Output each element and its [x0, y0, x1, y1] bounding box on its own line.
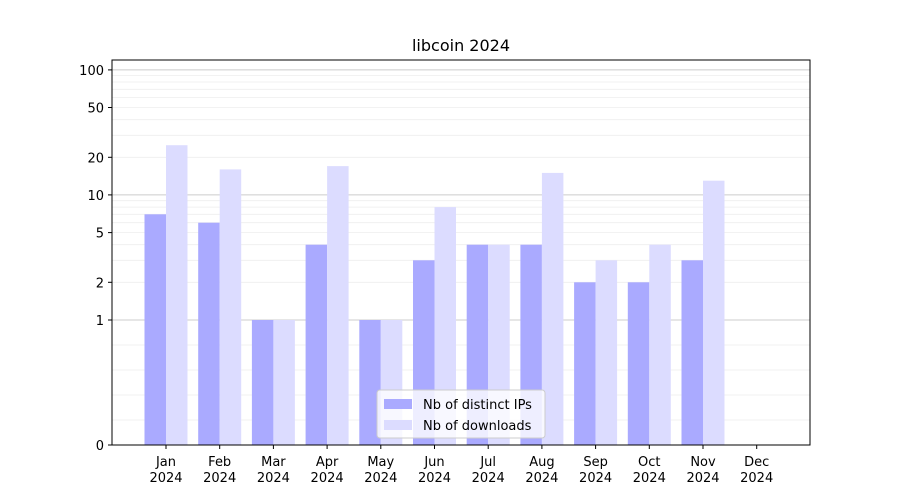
x-tick-label: Nov 2024: [686, 455, 719, 486]
x-tick-label: Jan 2024: [149, 455, 182, 486]
legend-swatch: [384, 420, 412, 430]
bar-downloads: [434, 207, 456, 445]
plot-frame: [111, 59, 811, 446]
y-tick-label: 10: [87, 189, 104, 204]
x-tick-label: Feb 2024: [203, 455, 236, 486]
bar-downloads: [273, 320, 295, 445]
bar-downloads: [219, 169, 242, 445]
x-tick-label: Jul 2024: [472, 455, 505, 486]
bar-distinct-ips: [144, 214, 166, 445]
bar-distinct-ips: [198, 222, 220, 445]
bar-distinct-ips: [574, 282, 596, 445]
x-tick-label: Mar 2024: [257, 455, 290, 486]
x-tick-label: Apr 2024: [311, 455, 344, 486]
bar-distinct-ips: [681, 260, 703, 445]
y-tick-label: 2: [96, 276, 104, 291]
x-tick-label: Jun 2024: [418, 455, 451, 486]
y-tick-label: 0: [96, 439, 104, 454]
y-axis: 0 1 2 5 10 20 50 100: [79, 64, 112, 454]
bar-downloads: [327, 166, 349, 445]
y-tick-label: 20: [87, 151, 104, 166]
y-tick-label: 100: [79, 64, 104, 79]
legend-label: Nb of distinct IPs: [423, 398, 532, 413]
bar-distinct-ips: [627, 282, 650, 445]
x-tick-label: Dec 2024: [740, 455, 773, 486]
bar-downloads: [703, 180, 725, 445]
bar-distinct-ips: [305, 244, 328, 445]
x-tick-label: May 2024: [364, 455, 397, 486]
bar-downloads: [649, 244, 671, 445]
x-tick-label: Sep 2024: [579, 455, 612, 486]
bar-distinct-ips: [251, 320, 274, 445]
legend: Nb of distinct IPs Nb of downloads: [376, 389, 546, 439]
y-tick-label: 50: [87, 102, 104, 117]
x-tick-label: Oct 2024: [633, 455, 666, 486]
x-axis: Jan 2024 Feb 2024 Mar 2024 Apr 2024 May 2024 Jun 20…: [149, 445, 773, 486]
bar-downloads: [541, 172, 564, 445]
legend-box: [376, 389, 546, 439]
legend-swatch: [384, 399, 412, 409]
bar-downloads: [595, 260, 618, 445]
bar-distinct-ips: [359, 320, 381, 445]
bar-downloads: [166, 145, 188, 445]
y-tick-label: 5: [96, 227, 104, 242]
y-tick-label: 1: [96, 314, 104, 329]
x-tick-label: Aug 2024: [525, 455, 558, 486]
chart-title: libcoin 2024: [412, 36, 510, 55]
legend-label: Nb of downloads: [423, 419, 532, 434]
